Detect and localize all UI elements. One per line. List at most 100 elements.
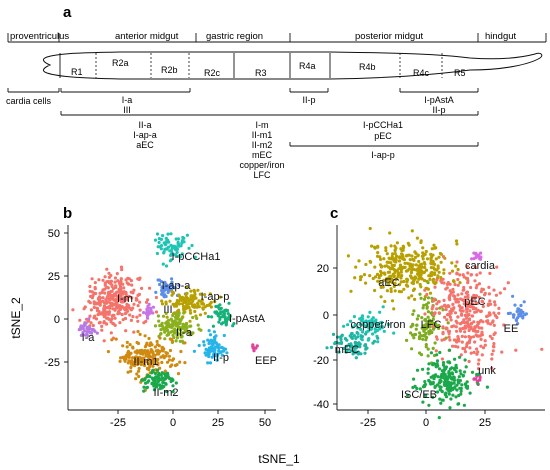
point-i-ap-p [209, 305, 213, 309]
point-pec [448, 338, 452, 342]
annot-cardia: cardia cells [6, 96, 52, 106]
cluster-label-ee: EE [504, 323, 519, 335]
point-ee [513, 303, 517, 307]
point-ii-m1 [143, 349, 147, 353]
point-ee [524, 312, 529, 316]
point-pec [456, 283, 460, 287]
point-pec [469, 351, 473, 355]
point-ii-m1 [170, 339, 175, 343]
panel-b-xtick-1: 0 [170, 417, 176, 429]
point-pec [441, 332, 445, 336]
point-isc-eb [424, 394, 428, 398]
point-ii-m2 [165, 375, 169, 379]
point-i-m [146, 298, 150, 302]
point-pec [497, 306, 501, 310]
point-copper-iron [374, 318, 378, 322]
point-aec [430, 270, 434, 275]
panel-b-ytick-1: 25 [48, 271, 60, 283]
point-pec [458, 308, 462, 312]
point-ee [512, 313, 516, 317]
point-ii-m1 [121, 344, 125, 348]
point-mec [331, 332, 336, 336]
point-aec [382, 278, 386, 282]
point-isc-eb [433, 384, 437, 388]
point-pec [493, 314, 498, 318]
point-aec [420, 262, 424, 266]
panel-b-y-axis [64, 225, 69, 410]
point-aec [422, 270, 427, 274]
point-aec [376, 279, 380, 283]
point-i-m [148, 286, 152, 290]
point-pec [492, 288, 496, 292]
point-i-pasta [224, 322, 228, 326]
point-ii-a [172, 331, 176, 335]
point-pec [481, 346, 486, 350]
point-pec [480, 299, 484, 303]
point-copper-iron [361, 323, 366, 327]
point-aec [405, 253, 410, 257]
point-aec [410, 254, 414, 258]
point-copper-iron [386, 322, 390, 326]
point-copper-iron [370, 323, 374, 328]
point-pec [473, 265, 477, 269]
point-aec [376, 251, 380, 255]
point-isc-eb [442, 368, 446, 372]
point-lfc [435, 324, 439, 328]
point-pec [476, 320, 480, 324]
point-ii-m1 [138, 332, 142, 336]
seg-r2c: R2c [204, 68, 221, 78]
point-pec [453, 295, 457, 299]
point-i-ap-a [161, 293, 165, 297]
point-i-ap-p [197, 299, 201, 303]
point-mec [358, 342, 362, 346]
point-aec [430, 273, 434, 277]
point-isc-eb [457, 402, 461, 406]
point-eep [253, 346, 257, 350]
point-ii-m2 [156, 378, 160, 382]
panel-c-y-axis [333, 225, 338, 410]
point-ii-m1 [163, 369, 167, 373]
point-ii-m1 [175, 363, 179, 367]
point-i-m [119, 287, 123, 292]
point-pec [473, 340, 477, 344]
point-lfc [426, 310, 430, 314]
point-aec [405, 261, 409, 265]
point-pec [458, 273, 462, 277]
point-iii [149, 308, 153, 312]
point-ii-m1 [153, 353, 157, 357]
point-i-m [123, 311, 127, 316]
point-mec [358, 345, 362, 349]
point-pec [469, 285, 473, 290]
point-copper-iron [382, 329, 386, 333]
point-pec [468, 346, 472, 350]
point-i-m [129, 308, 133, 312]
point-ii-p [220, 353, 224, 357]
cluster-label-pec: pEC [464, 296, 485, 308]
point-ii-p [202, 343, 206, 347]
point-i-m [82, 307, 86, 311]
point-i-ap-p [213, 300, 217, 304]
point-ii-a [153, 324, 158, 328]
point-aec [431, 277, 436, 281]
point-mec [344, 350, 348, 354]
point-pec [491, 349, 495, 353]
point-ii-p [212, 330, 216, 334]
annot-gastric-3: mEC [252, 150, 273, 160]
point-pec [478, 271, 482, 275]
point-i-pccha1 [153, 238, 158, 242]
point-pec [473, 296, 477, 300]
point-i-m [142, 321, 146, 325]
point-pec [467, 325, 471, 329]
point-i-m [115, 305, 120, 309]
point-i-a [87, 317, 91, 321]
point-isc-eb [434, 373, 438, 377]
panel-c-xtick-1: 0 [423, 417, 429, 429]
point-ii-a [183, 330, 187, 334]
point-i-m [91, 323, 95, 328]
point-ii-a [160, 321, 164, 325]
point-ii-m1 [119, 356, 123, 360]
panel-b-xtick-3: 50 [259, 417, 271, 429]
point-aec [385, 252, 389, 256]
point-pec [460, 340, 464, 344]
point-pec [447, 329, 452, 333]
